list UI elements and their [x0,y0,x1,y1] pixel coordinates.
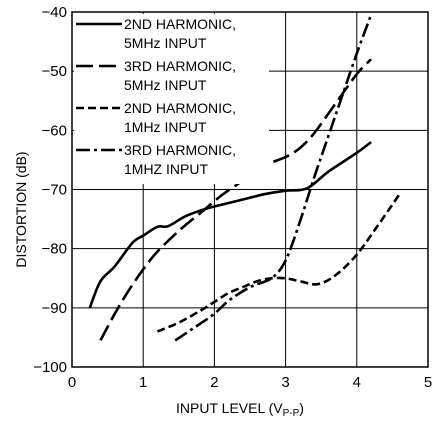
series-line-3 [156,193,401,333]
legend-label-line1: 2ND HARMONIC, [124,16,236,32]
y-tick-label: −70 [42,182,67,199]
legend-label-line2: 5MHz INPUT [124,35,207,51]
legend-label-line2: 5MHz INPUT [124,77,207,93]
x-axis-title-end: ) [299,400,304,416]
legend-label-line1: 3RD HARMONIC, [124,142,236,158]
legend-label-line2: 1MHZ INPUT [124,161,208,177]
legend-label-line2: 1MHz INPUT [124,119,207,135]
legend-label-line1: 3RD HARMONIC, [124,58,236,74]
x-axis-title-main: INPUT LEVEL (V [176,400,283,416]
y-tick-label: −60 [42,122,67,139]
series-line-4 [174,14,373,342]
tick-labels: 0 1 2 3 4 5 −40 −50 −60 −70 −80 −90 −100 [33,4,432,391]
x-tick-label: 1 [139,374,147,391]
y-tick-label: −40 [42,4,67,21]
series-line-2 [99,58,372,342]
x-tick-label: 2 [210,374,218,391]
y-tick-label: −100 [33,359,67,376]
legend: 2ND HARMONIC, 5MHz INPUT 3RD HARMONIC, 5MHz… [74,14,269,184]
legend-background [74,14,269,184]
series-line-1 [88,141,372,309]
y-tick-label: −90 [42,300,67,317]
x-tick-label: 0 [68,374,76,391]
plot-frame [71,11,429,368]
x-tick-label: 5 [424,374,432,391]
x-axis-title-subscript: P-P [283,408,300,419]
y-tick-label: −50 [42,63,67,80]
x-axis-title: INPUT LEVEL (VP-P) [176,400,304,419]
x-tick-label: 3 [281,374,289,391]
y-tick-label: −80 [42,241,67,258]
y-axis-title: DISTORTION (dB) [13,151,29,267]
x-tick-label: 4 [353,374,361,391]
series-lines [88,14,401,342]
legend-label-line1: 2ND HARMONIC, [124,100,236,116]
